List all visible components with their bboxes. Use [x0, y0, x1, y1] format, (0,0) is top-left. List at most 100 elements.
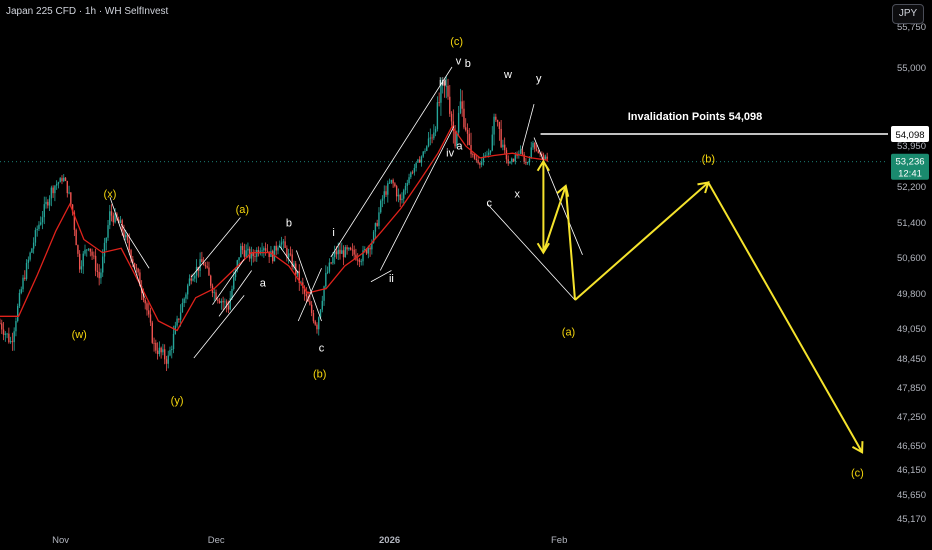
candle-body [516, 155, 518, 156]
price-tick-label: 49,800 [897, 289, 926, 300]
candle-body [240, 245, 242, 258]
candle-body [415, 162, 417, 169]
structure-line [218, 270, 252, 317]
candle-body [546, 156, 548, 159]
candle-body [0, 323, 1, 325]
candle-body [199, 259, 201, 271]
structure-line [109, 197, 145, 298]
candle-body [459, 101, 462, 113]
structure-line [487, 203, 576, 301]
candle-body [495, 116, 497, 120]
candle-body [210, 275, 212, 286]
candle-body [431, 137, 433, 139]
candle-body [466, 129, 469, 134]
candle-body [233, 277, 235, 289]
candle-body [526, 162, 529, 164]
candle-body [420, 156, 423, 163]
candle-body [9, 341, 12, 343]
candle-body [532, 142, 534, 148]
candle-body [229, 298, 231, 310]
candle-body [362, 250, 364, 262]
candle-body [512, 158, 515, 162]
candle-body [257, 249, 260, 254]
candle-body [241, 245, 244, 250]
projection-path [574, 180, 863, 453]
candle-body [32, 242, 35, 249]
wave-labels: (w)(x)(y)(a)(b)(c)(a)(b)(c)abciiiiiiivva… [72, 36, 864, 479]
candle-body [245, 250, 247, 257]
wave-label: a [260, 277, 267, 289]
candle-body [392, 179, 394, 184]
candle-body [75, 229, 77, 246]
candle-body [43, 204, 45, 218]
candle-body [479, 163, 481, 165]
candle-body [449, 96, 451, 114]
candle-body [427, 138, 430, 147]
candle-body [473, 154, 476, 159]
candle-body [406, 183, 408, 186]
candle-body [114, 213, 116, 223]
candle-body [457, 112, 460, 133]
candle-body [371, 242, 373, 250]
candle-body [385, 191, 387, 195]
candle-body [13, 331, 15, 343]
candle-body [374, 223, 377, 232]
candle-body [86, 249, 88, 251]
candle-body [45, 201, 47, 205]
candle-body [364, 249, 366, 251]
candle-body [410, 172, 412, 178]
candle-body [225, 301, 228, 306]
candle-body [452, 121, 455, 131]
candle-body [413, 168, 416, 173]
candle-body [110, 211, 113, 216]
candle-body [158, 347, 161, 355]
countdown-text: 12:41 [898, 169, 922, 180]
candle-body [319, 309, 322, 318]
candle-body [100, 272, 102, 279]
candle-body [144, 299, 146, 304]
candle-body [11, 341, 14, 343]
arrow-head [697, 181, 710, 194]
wave-label: (y) [171, 395, 184, 407]
candle-body [15, 321, 17, 332]
wave-label: v [456, 55, 462, 67]
candle-body [289, 253, 292, 255]
wave-label: c [319, 343, 325, 355]
candle-body [330, 262, 332, 264]
candle-body [403, 190, 405, 199]
structure-line [297, 268, 322, 322]
candle-body [335, 251, 338, 255]
candle-body [195, 266, 198, 276]
candle-body [29, 252, 31, 260]
structure-line [533, 137, 583, 255]
candle-body [528, 158, 531, 163]
candle-body [27, 259, 30, 263]
candle-body [187, 285, 189, 295]
candle-body [328, 262, 331, 272]
moving-average-line [0, 125, 549, 332]
candle-body [284, 241, 286, 248]
candle-body [342, 250, 345, 258]
candle-body [132, 259, 134, 263]
time-tick-label: Nov [52, 535, 69, 546]
candle-body [71, 204, 74, 213]
wave-label: i [332, 227, 334, 239]
candle-body [280, 242, 283, 245]
candle-body [486, 154, 488, 156]
candle-body [137, 268, 139, 273]
candle-body [243, 249, 246, 257]
structure-line [521, 104, 535, 150]
invalidation-price-tag [891, 126, 929, 143]
candle-body [25, 262, 28, 279]
candle-body [163, 349, 166, 360]
candle-body [440, 84, 442, 103]
candle-body [358, 259, 361, 263]
currency-button[interactable]: JPY [892, 4, 924, 24]
candle-body [84, 249, 86, 254]
candle-body [102, 256, 104, 273]
candle-body [190, 278, 192, 281]
candle-body [82, 253, 84, 267]
candle-body [155, 342, 157, 351]
candle-body [500, 128, 502, 148]
